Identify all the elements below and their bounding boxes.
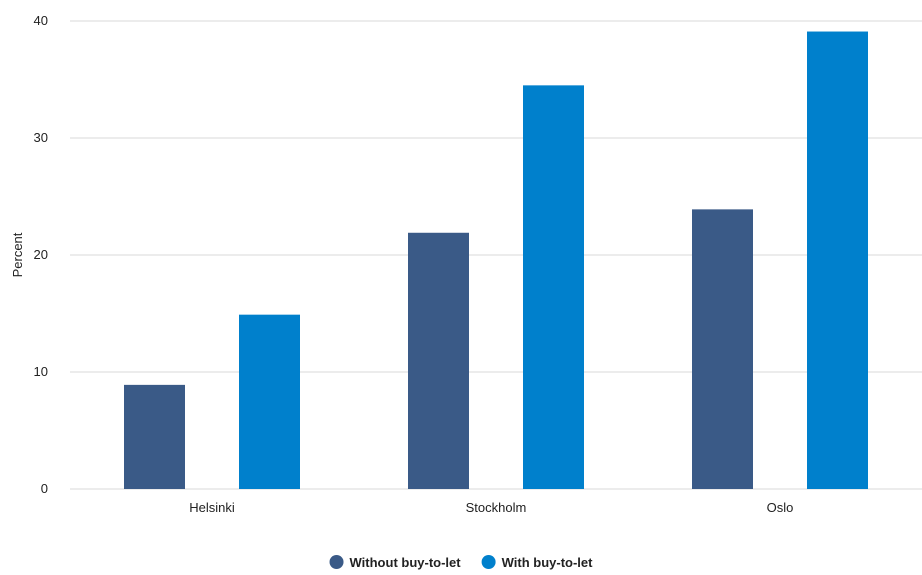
y-tick-label: 40: [34, 13, 48, 28]
legend-item-1: Without buy-to-let: [329, 555, 462, 570]
bar-stockholm-series-1: [408, 232, 469, 489]
legend-marker: [329, 555, 344, 569]
x-category-label: Oslo: [767, 500, 794, 515]
y-tick-label: 20: [34, 247, 48, 262]
legend-marker: [481, 555, 496, 569]
y-axis-title: Percent: [10, 232, 25, 277]
legend-label: Without buy-to-let: [350, 555, 462, 570]
legend-item-2: With buy-to-let: [481, 555, 594, 570]
bars: [124, 31, 868, 490]
bar-oslo-series-1: [692, 209, 753, 489]
y-tick-label: 0: [41, 481, 48, 496]
bar-helsinki-series-2: [239, 314, 300, 489]
x-category-label: Stockholm: [466, 500, 527, 515]
y-axis-ticks: 0 10 20 30 40: [34, 13, 48, 496]
bar-stockholm-series-2: [523, 85, 584, 489]
x-axis-categories: Helsinki Stockholm Oslo: [189, 500, 793, 515]
y-tick-label: 10: [34, 364, 48, 379]
x-category-label: Helsinki: [189, 500, 235, 515]
legend: Without buy-to-let With buy-to-let: [329, 555, 594, 570]
legend-label: With buy-to-let: [502, 555, 594, 570]
gridlines: [70, 20, 922, 490]
bar-oslo-series-2: [807, 31, 868, 490]
bar-helsinki-series-1: [124, 384, 185, 489]
y-tick-label: 30: [34, 130, 48, 145]
